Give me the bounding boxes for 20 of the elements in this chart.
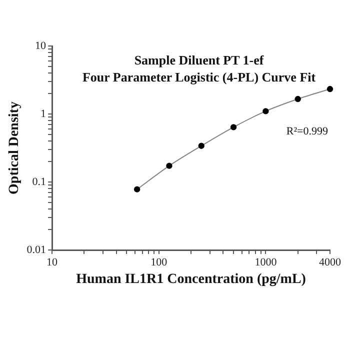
point (294, 96, 301, 102)
x-axis-title: Human IL1R1 Concentration (pg/mL) (76, 272, 306, 288)
point (166, 162, 172, 169)
point (326, 86, 334, 92)
y-tick-label: 0.1 (32, 176, 46, 188)
point (262, 108, 269, 114)
point (134, 186, 140, 192)
y-tick-label: 0.01 (26, 244, 46, 256)
text: Sample Diluent PT 1-ef (134, 52, 264, 68)
x-tick-label: 1000 (254, 256, 278, 268)
point (198, 142, 204, 149)
point (230, 124, 237, 130)
y-tick-label: 1 (40, 108, 46, 120)
x-tick-label: 100 (150, 256, 168, 268)
y-axis-title: Optical Density (7, 102, 22, 194)
x-tick-label: 10 (46, 256, 58, 268)
annotation: R²=0.999 (286, 126, 328, 138)
x-tick-label: 4000 (319, 256, 342, 268)
y-tick-label: 10 (35, 40, 47, 52)
text: Four Parameter Logistic (4-PL) Curve Fit (82, 69, 316, 84)
